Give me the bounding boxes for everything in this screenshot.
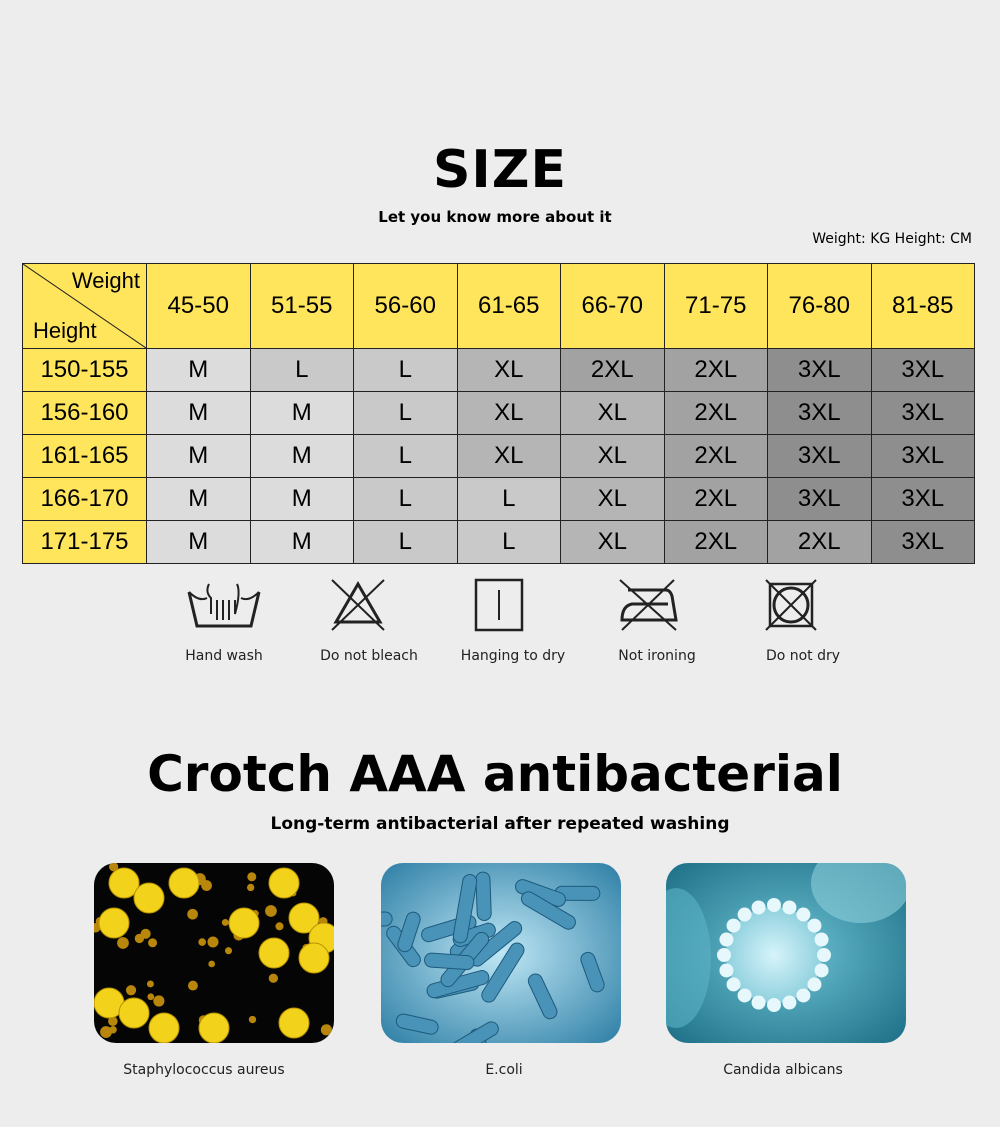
size-cell: L bbox=[353, 348, 458, 392]
height-cell: 166-170 bbox=[22, 477, 147, 521]
size-cell: XL bbox=[456, 391, 561, 435]
height-cell: 156-160 bbox=[22, 391, 147, 435]
table-row: 161-165 M M L XL XL 2XL 3XL 3XL bbox=[22, 434, 975, 478]
size-cell: L bbox=[353, 434, 458, 478]
size-cell: L bbox=[353, 520, 458, 564]
size-cell: 3XL bbox=[767, 391, 872, 435]
weight-header-cell: 61-65 bbox=[456, 263, 561, 349]
care-item: Hand wash bbox=[159, 578, 289, 664]
weight-axis-label: Weight bbox=[71, 268, 140, 293]
antibacterial-title: Crotch AAA antibacterial bbox=[147, 745, 843, 803]
candida-image bbox=[666, 863, 906, 1043]
size-cell: M bbox=[249, 520, 354, 564]
staphylococcus-caption: Staphylococcus aureus bbox=[123, 1062, 285, 1078]
ecoli-caption: E.coli bbox=[485, 1062, 523, 1078]
size-cell: 3XL bbox=[870, 348, 975, 392]
size-cell: L bbox=[456, 520, 561, 564]
table-row: 156-160 M M L XL XL 2XL 3XL 3XL bbox=[22, 391, 975, 435]
size-cell: XL bbox=[456, 348, 561, 392]
corner-cell: Weight Height bbox=[22, 263, 147, 349]
care-label: Do not bleach bbox=[320, 648, 418, 664]
size-cell: XL bbox=[456, 434, 561, 478]
height-axis-label: Height bbox=[33, 318, 97, 343]
units-note: Weight: KG Height: CM bbox=[812, 231, 972, 247]
size-cell: 3XL bbox=[870, 520, 975, 564]
height-cell: 150-155 bbox=[22, 348, 147, 392]
size-cell: 2XL bbox=[663, 391, 768, 435]
height-cell: 171-175 bbox=[22, 520, 147, 564]
care-item: Do not dry bbox=[738, 578, 868, 664]
care-item: Not ironing bbox=[592, 578, 722, 664]
page-title: SIZE bbox=[432, 140, 568, 200]
hang-dry-icon bbox=[474, 578, 524, 632]
diagonal-line bbox=[23, 264, 146, 348]
table-row: 150-155 M L L XL 2XL 2XL 3XL 3XL bbox=[22, 348, 975, 392]
weight-header-cell: 56-60 bbox=[353, 263, 458, 349]
table-row: 166-170 M M L L XL 2XL 3XL 3XL bbox=[22, 477, 975, 521]
care-label: Do not dry bbox=[765, 648, 841, 664]
size-cell: M bbox=[249, 477, 354, 521]
size-cell: 3XL bbox=[870, 391, 975, 435]
size-cell: M bbox=[146, 391, 251, 435]
page-subtitle: Let you know more about it bbox=[378, 208, 612, 226]
care-label: Hanging to dry bbox=[460, 648, 566, 664]
size-cell: 2XL bbox=[663, 477, 768, 521]
weight-header-cell: 76-80 bbox=[767, 263, 872, 349]
table-row: 171-175 M M L L XL 2XL 2XL 3XL bbox=[22, 520, 975, 564]
size-cell: XL bbox=[560, 391, 665, 435]
size-chart-table: Weight Height 45-50 51-55 56-60 61-65 66-70 7… bbox=[22, 263, 975, 564]
care-label: Hand wash bbox=[185, 648, 263, 664]
weight-header-cell: 71-75 bbox=[663, 263, 768, 349]
care-item: Do not bleach bbox=[304, 578, 434, 664]
staphylococcus-image bbox=[94, 863, 334, 1043]
size-cell: L bbox=[353, 477, 458, 521]
size-cell: XL bbox=[560, 477, 665, 521]
header-row: Weight Height 45-50 51-55 56-60 61-65 66-70 7… bbox=[22, 263, 975, 349]
size-cell: M bbox=[146, 434, 251, 478]
size-cell: XL bbox=[560, 520, 665, 564]
size-cell: 2XL bbox=[663, 434, 768, 478]
size-cell: 3XL bbox=[870, 434, 975, 478]
size-cell: 2XL bbox=[663, 348, 768, 392]
no-dry-icon bbox=[765, 579, 817, 631]
size-cell: M bbox=[146, 520, 251, 564]
weight-header-cell: 66-70 bbox=[560, 263, 665, 349]
size-cell: M bbox=[249, 391, 354, 435]
no-bleach-icon bbox=[331, 579, 385, 631]
size-cell: XL bbox=[560, 434, 665, 478]
care-label: Not ironing bbox=[618, 648, 696, 664]
hand-wash-icon bbox=[187, 583, 261, 628]
size-cell: L bbox=[353, 391, 458, 435]
size-cell: M bbox=[146, 348, 251, 392]
size-cell: 2XL bbox=[663, 520, 768, 564]
weight-header-cell: 51-55 bbox=[249, 263, 354, 349]
candida-caption: Candida albicans bbox=[723, 1062, 843, 1078]
care-item: Hanging to dry bbox=[448, 578, 578, 664]
no-iron-icon bbox=[619, 579, 678, 631]
weight-header-cell: 81-85 bbox=[870, 263, 975, 349]
size-cell: 3XL bbox=[767, 434, 872, 478]
size-cell: L bbox=[249, 348, 354, 392]
size-cell: 3XL bbox=[767, 348, 872, 392]
size-cell: 2XL bbox=[767, 520, 872, 564]
height-cell: 161-165 bbox=[22, 434, 147, 478]
weight-header-cell: 45-50 bbox=[146, 263, 251, 349]
ecoli-image bbox=[381, 863, 621, 1043]
size-cell: L bbox=[456, 477, 561, 521]
size-cell: 3XL bbox=[767, 477, 872, 521]
size-cell: 3XL bbox=[870, 477, 975, 521]
size-cell: M bbox=[249, 434, 354, 478]
size-cell: M bbox=[146, 477, 251, 521]
size-cell: 2XL bbox=[560, 348, 665, 392]
antibacterial-subtitle: Long-term antibacterial after repeated w… bbox=[270, 814, 730, 834]
